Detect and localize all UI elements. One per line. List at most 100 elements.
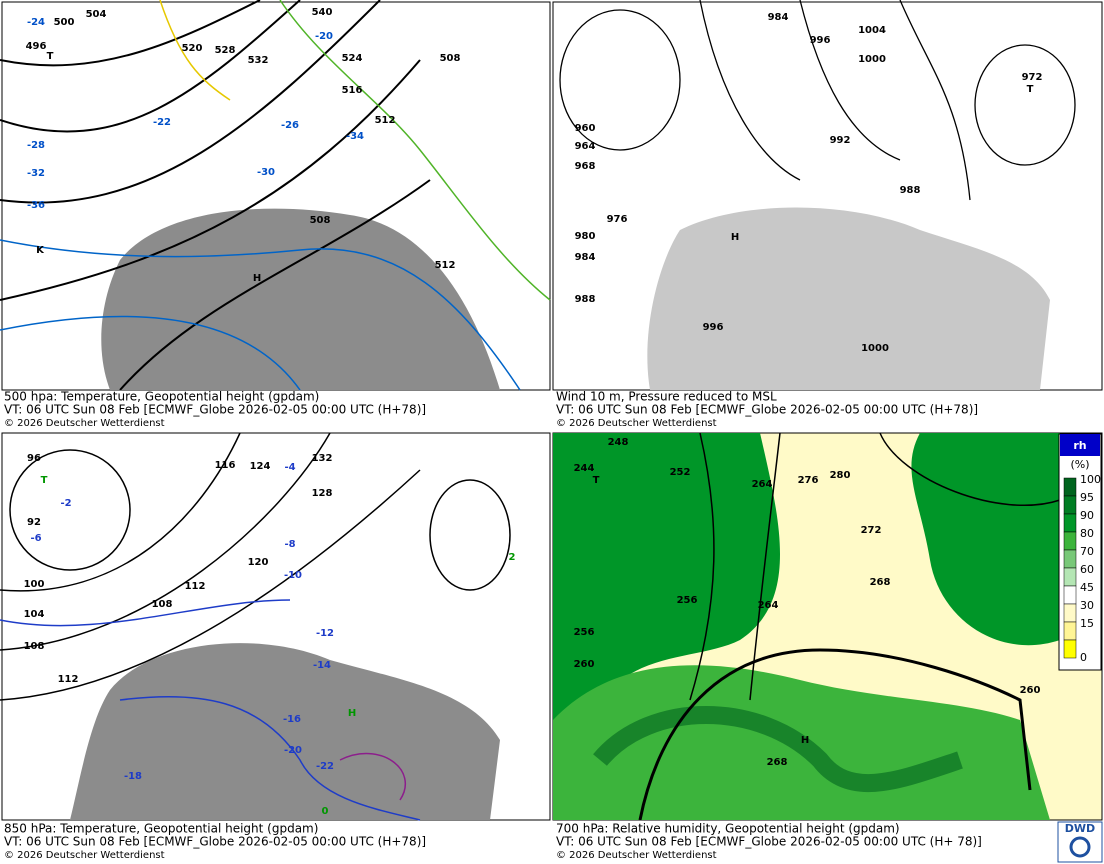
legend-label: 30 bbox=[1080, 599, 1094, 612]
legend-label: 70 bbox=[1080, 545, 1094, 558]
contour-label: 960 bbox=[575, 123, 596, 134]
contour-label: 532 bbox=[248, 55, 269, 66]
caption: VT: 06 UTC Sun 08 Feb [ECMWF_Globe 2026-… bbox=[4, 403, 426, 417]
caption: © 2026 Deutscher Wetterdienst bbox=[4, 418, 165, 429]
legend-swatch bbox=[1063, 495, 1077, 515]
contour-label: 984 bbox=[575, 252, 596, 263]
contour-label: -32 bbox=[27, 168, 45, 179]
contour-label: 528 bbox=[215, 45, 236, 56]
contour-label: -34 bbox=[346, 131, 364, 142]
contour-label: 268 bbox=[767, 757, 788, 768]
contour-label: 92 bbox=[27, 517, 41, 528]
contour-label: -20 bbox=[315, 31, 333, 42]
contour-label: H bbox=[253, 273, 261, 284]
legend-label: 100 bbox=[1080, 473, 1101, 486]
contour-label: 1004 bbox=[858, 25, 886, 36]
contour-label: 252 bbox=[670, 467, 691, 478]
contour-label: 272 bbox=[861, 525, 882, 536]
contour-label: 496 bbox=[26, 41, 47, 52]
contour-label: -22 bbox=[153, 117, 171, 128]
contour-label: 112 bbox=[58, 674, 79, 685]
contour-label: 96 bbox=[27, 453, 41, 464]
contour-label: 500 bbox=[54, 17, 75, 28]
contour-label: -10 bbox=[284, 570, 302, 581]
contour-label: 1000 bbox=[858, 54, 886, 65]
contour-label: 0 bbox=[322, 806, 329, 817]
legend-swatch bbox=[1063, 477, 1077, 497]
contour-label: 128 bbox=[312, 488, 333, 499]
contour-label: 968 bbox=[575, 161, 596, 172]
legend-swatch bbox=[1063, 549, 1077, 569]
caption: VT: 06 UTC Sun 08 Feb [ECMWF_Globe 2026-… bbox=[556, 835, 982, 849]
contour-label: 504 bbox=[86, 9, 107, 20]
contour-label: 256 bbox=[574, 627, 595, 638]
contour-label: 104 bbox=[24, 609, 45, 620]
contour-label: 244 bbox=[574, 463, 595, 474]
contour-label: -6 bbox=[30, 533, 41, 544]
contour-label: -14 bbox=[313, 660, 331, 671]
contour-label: 108 bbox=[24, 641, 45, 652]
legend-swatch bbox=[1063, 639, 1077, 659]
contour-label: 116 bbox=[215, 460, 236, 471]
contour-label: 520 bbox=[182, 43, 203, 54]
contour-label: 256 bbox=[677, 595, 698, 606]
contour-label: 264 bbox=[752, 479, 773, 490]
legend-swatch bbox=[1063, 531, 1077, 551]
contour-label: 988 bbox=[575, 294, 596, 305]
contour-label: 280 bbox=[830, 470, 851, 481]
contour-label: -4 bbox=[284, 462, 295, 473]
contour-label: 264 bbox=[758, 600, 779, 611]
legend-label: 60 bbox=[1080, 563, 1094, 576]
contour-label: 268 bbox=[870, 577, 891, 588]
contour-label: 132 bbox=[312, 453, 333, 464]
contour-label: 248 bbox=[608, 437, 629, 448]
legend-swatch bbox=[1063, 585, 1077, 605]
contour-label: -24 bbox=[27, 17, 45, 28]
contour-label: 972 bbox=[1022, 72, 1043, 83]
contour-label: 120 bbox=[248, 557, 269, 568]
contour-label: 964 bbox=[575, 141, 596, 152]
contour-label: 508 bbox=[440, 53, 461, 64]
contour-label: H bbox=[348, 708, 356, 719]
legend-label: 90 bbox=[1080, 509, 1094, 522]
contour-label: -36 bbox=[27, 200, 45, 211]
contour-label: 980 bbox=[575, 231, 596, 242]
contour-label: 260 bbox=[1020, 685, 1041, 696]
caption: 850 hPa: Temperature, Geopotential heigh… bbox=[4, 822, 318, 836]
logo: DWD bbox=[1065, 822, 1095, 835]
contour-label: 108 bbox=[152, 599, 173, 610]
contour-label: 124 bbox=[250, 461, 271, 472]
contour-label: -16 bbox=[283, 714, 301, 725]
caption: © 2026 Deutscher Wetterdienst bbox=[556, 418, 717, 429]
contour-label: H bbox=[731, 232, 739, 243]
legend-swatch bbox=[1063, 621, 1077, 641]
contour-label: -22 bbox=[316, 761, 334, 772]
legend-swatch bbox=[1063, 567, 1077, 587]
panel-850hpa: 850 hPa: Temperature, Geopotential heigh… bbox=[0, 432, 551, 861]
contour-label: 984 bbox=[768, 12, 789, 23]
panel-500hpa: 500 hpa: Temperature, Geopotential heigh… bbox=[0, 0, 551, 429]
caption: VT: 06 UTC Sun 08 Feb [ECMWF_Globe 2026-… bbox=[4, 835, 426, 849]
contour-label: -20 bbox=[284, 745, 302, 756]
contour-label: 2 bbox=[509, 552, 516, 563]
caption: Wind 10 m, Pressure reduced to MSL bbox=[556, 390, 777, 404]
contour-label: 508 bbox=[310, 215, 331, 226]
contour-label: T bbox=[41, 475, 48, 486]
legend-label: 0 bbox=[1080, 651, 1087, 664]
contour-label: 540 bbox=[312, 7, 333, 18]
contour-label: 992 bbox=[830, 135, 851, 146]
contour-label: 976 bbox=[607, 214, 628, 225]
legend-swatch bbox=[1063, 603, 1077, 623]
legend-title: rh bbox=[1073, 439, 1086, 452]
contour-label: H bbox=[801, 735, 809, 746]
caption: © 2026 Deutscher Wetterdienst bbox=[4, 850, 165, 861]
contour-label: 988 bbox=[900, 185, 921, 196]
contour-label: 512 bbox=[435, 260, 456, 271]
caption: 500 hpa: Temperature, Geopotential heigh… bbox=[4, 390, 319, 404]
panel-700hpa: 700 hPa: Relative humidity, Geopotential… bbox=[552, 432, 1103, 863]
contour-label: -8 bbox=[284, 539, 295, 550]
contour-label: 276 bbox=[798, 475, 819, 486]
contour-label: T bbox=[1027, 84, 1034, 95]
logo-swirl bbox=[1069, 836, 1091, 858]
